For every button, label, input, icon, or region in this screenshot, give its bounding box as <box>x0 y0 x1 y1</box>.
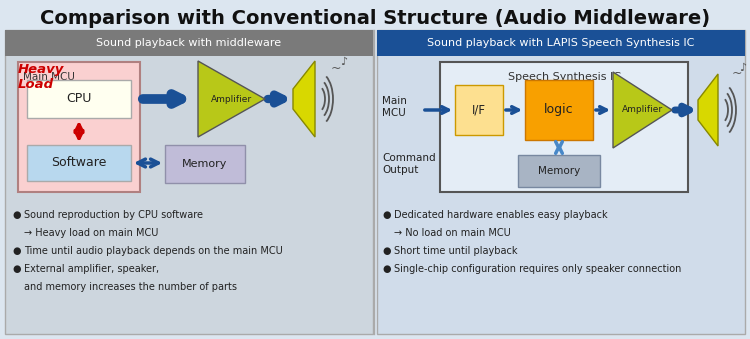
Text: Time until audio playback depends on the main MCU: Time until audio playback depends on the… <box>24 246 283 256</box>
Bar <box>5 30 373 56</box>
Text: ♪: ♪ <box>340 57 347 67</box>
Text: Command
Output: Command Output <box>382 153 436 175</box>
Text: ~: ~ <box>331 61 341 75</box>
Text: Sound playback with middleware: Sound playback with middleware <box>97 38 281 48</box>
Text: CPU: CPU <box>66 93 92 105</box>
Text: Amplifier: Amplifier <box>211 95 252 103</box>
Bar <box>440 62 688 192</box>
Text: Main
MCU: Main MCU <box>382 96 406 118</box>
Bar <box>377 30 745 334</box>
Text: Single-chip configuration requires only speaker connection: Single-chip configuration requires only … <box>394 264 681 274</box>
Text: ●: ● <box>12 246 20 256</box>
Polygon shape <box>198 61 265 137</box>
Text: ●: ● <box>12 264 20 274</box>
Bar <box>27 80 131 118</box>
Text: logic: logic <box>544 103 574 117</box>
Text: ●: ● <box>12 210 20 220</box>
Bar <box>5 30 373 334</box>
Text: Heavy
Load: Heavy Load <box>18 63 64 91</box>
Bar <box>18 62 140 192</box>
Text: Sound reproduction by CPU software: Sound reproduction by CPU software <box>24 210 203 220</box>
Text: ~: ~ <box>732 66 742 80</box>
Text: ●: ● <box>382 210 391 220</box>
Polygon shape <box>613 72 672 148</box>
Text: External amplifier, speaker,: External amplifier, speaker, <box>24 264 159 274</box>
Text: ●: ● <box>382 264 391 274</box>
Bar <box>455 85 503 135</box>
Text: Memory: Memory <box>538 166 580 176</box>
Bar <box>27 145 131 181</box>
Polygon shape <box>293 61 315 137</box>
Text: ♪: ♪ <box>740 63 746 73</box>
Text: Sound playback with LAPIS Speech Synthesis IC: Sound playback with LAPIS Speech Synthes… <box>427 38 694 48</box>
Text: Comparison with Conventional Structure (Audio Middleware): Comparison with Conventional Structure (… <box>40 8 710 27</box>
Text: Memory: Memory <box>182 159 228 169</box>
Bar <box>165 145 245 183</box>
Text: → No load on main MCU: → No load on main MCU <box>394 228 511 238</box>
Polygon shape <box>698 74 718 146</box>
Text: Software: Software <box>51 157 106 170</box>
Bar <box>518 155 600 187</box>
Text: I/F: I/F <box>472 103 486 117</box>
Text: Short time until playback: Short time until playback <box>394 246 518 256</box>
Text: ●: ● <box>382 246 391 256</box>
Bar <box>377 30 745 56</box>
Text: Dedicated hardware enables easy playback: Dedicated hardware enables easy playback <box>394 210 608 220</box>
Bar <box>525 80 593 140</box>
Text: and memory increases the number of parts: and memory increases the number of parts <box>24 282 237 292</box>
Text: Main MCU: Main MCU <box>23 72 75 82</box>
Text: Speech Synthesis IC: Speech Synthesis IC <box>508 72 620 82</box>
Text: Amplifier: Amplifier <box>622 105 663 115</box>
Text: → Heavy load on main MCU: → Heavy load on main MCU <box>24 228 158 238</box>
